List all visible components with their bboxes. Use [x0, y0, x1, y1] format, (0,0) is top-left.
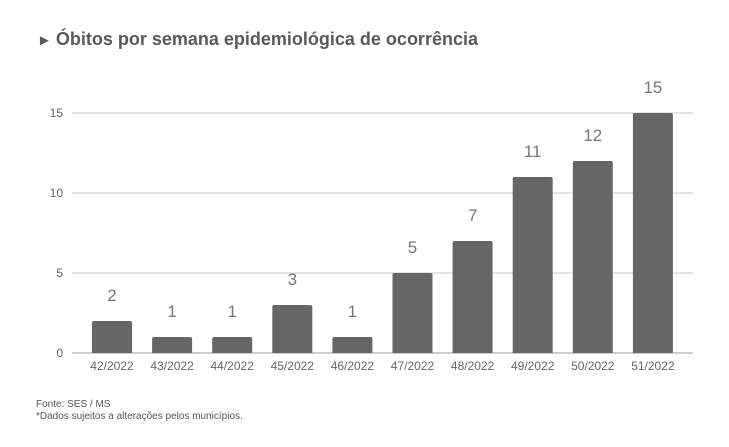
y-axis-ticks: 0 5 10 15 — [50, 106, 64, 360]
x-tick-label: 43/2022 — [150, 359, 194, 373]
source-note: Fonte: SES / MS — [36, 399, 111, 410]
y-tick-label: 0 — [56, 346, 63, 360]
chart-title: ► Óbitos por semana epidemiológica de oco… — [37, 29, 478, 50]
data-label: 12 — [583, 126, 602, 145]
data-label: 3 — [288, 270, 297, 289]
bars — [92, 113, 673, 353]
data-label: 1 — [167, 302, 176, 321]
data-label: 15 — [643, 78, 662, 97]
chart-title-text: Óbitos por semana epidemiológica de ocor… — [55, 29, 478, 49]
bar-46/2022 — [332, 337, 373, 353]
x-axis-ticks: 42/2022 43/2022 44/2022 45/2022 46/2022 47/20… — [90, 359, 675, 373]
x-tick-label: 49/2022 — [511, 359, 555, 373]
data-label: 1 — [227, 302, 236, 321]
bar-43/2022 — [152, 337, 193, 353]
x-tick-label: 48/2022 — [451, 359, 495, 373]
disclaimer-note: *Dados sujeitos a alterações pelos munic… — [36, 411, 243, 422]
bar-44/2022 — [212, 337, 253, 353]
data-label: 5 — [408, 238, 417, 257]
bar-49/2022 — [512, 177, 553, 353]
y-tick-label: 10 — [50, 186, 64, 200]
bar-47/2022 — [392, 273, 433, 353]
x-tick-label: 44/2022 — [211, 359, 255, 373]
bar-45/2022 — [272, 305, 313, 353]
y-tick-label: 5 — [56, 266, 63, 280]
play-triangle-icon: ► — [37, 32, 52, 49]
bar-48/2022 — [452, 241, 493, 353]
x-tick-label: 47/2022 — [391, 359, 435, 373]
x-tick-label: 45/2022 — [271, 359, 315, 373]
data-label: 1 — [348, 302, 357, 321]
bar-50/2022 — [572, 161, 613, 353]
data-label: 11 — [524, 142, 542, 161]
chart-footer: Fonte: SES / MS *Dados sujeitos a altera… — [36, 399, 243, 423]
x-tick-label: 50/2022 — [571, 359, 615, 373]
bar-51/2022 — [632, 113, 673, 353]
data-label: 2 — [107, 286, 116, 305]
x-tick-label: 42/2022 — [90, 359, 134, 373]
bar-42/2022 — [92, 321, 132, 353]
x-tick-label: 51/2022 — [631, 359, 675, 373]
data-label: 7 — [468, 206, 477, 225]
y-tick-label: 15 — [50, 106, 64, 120]
x-tick-label: 46/2022 — [331, 359, 375, 373]
